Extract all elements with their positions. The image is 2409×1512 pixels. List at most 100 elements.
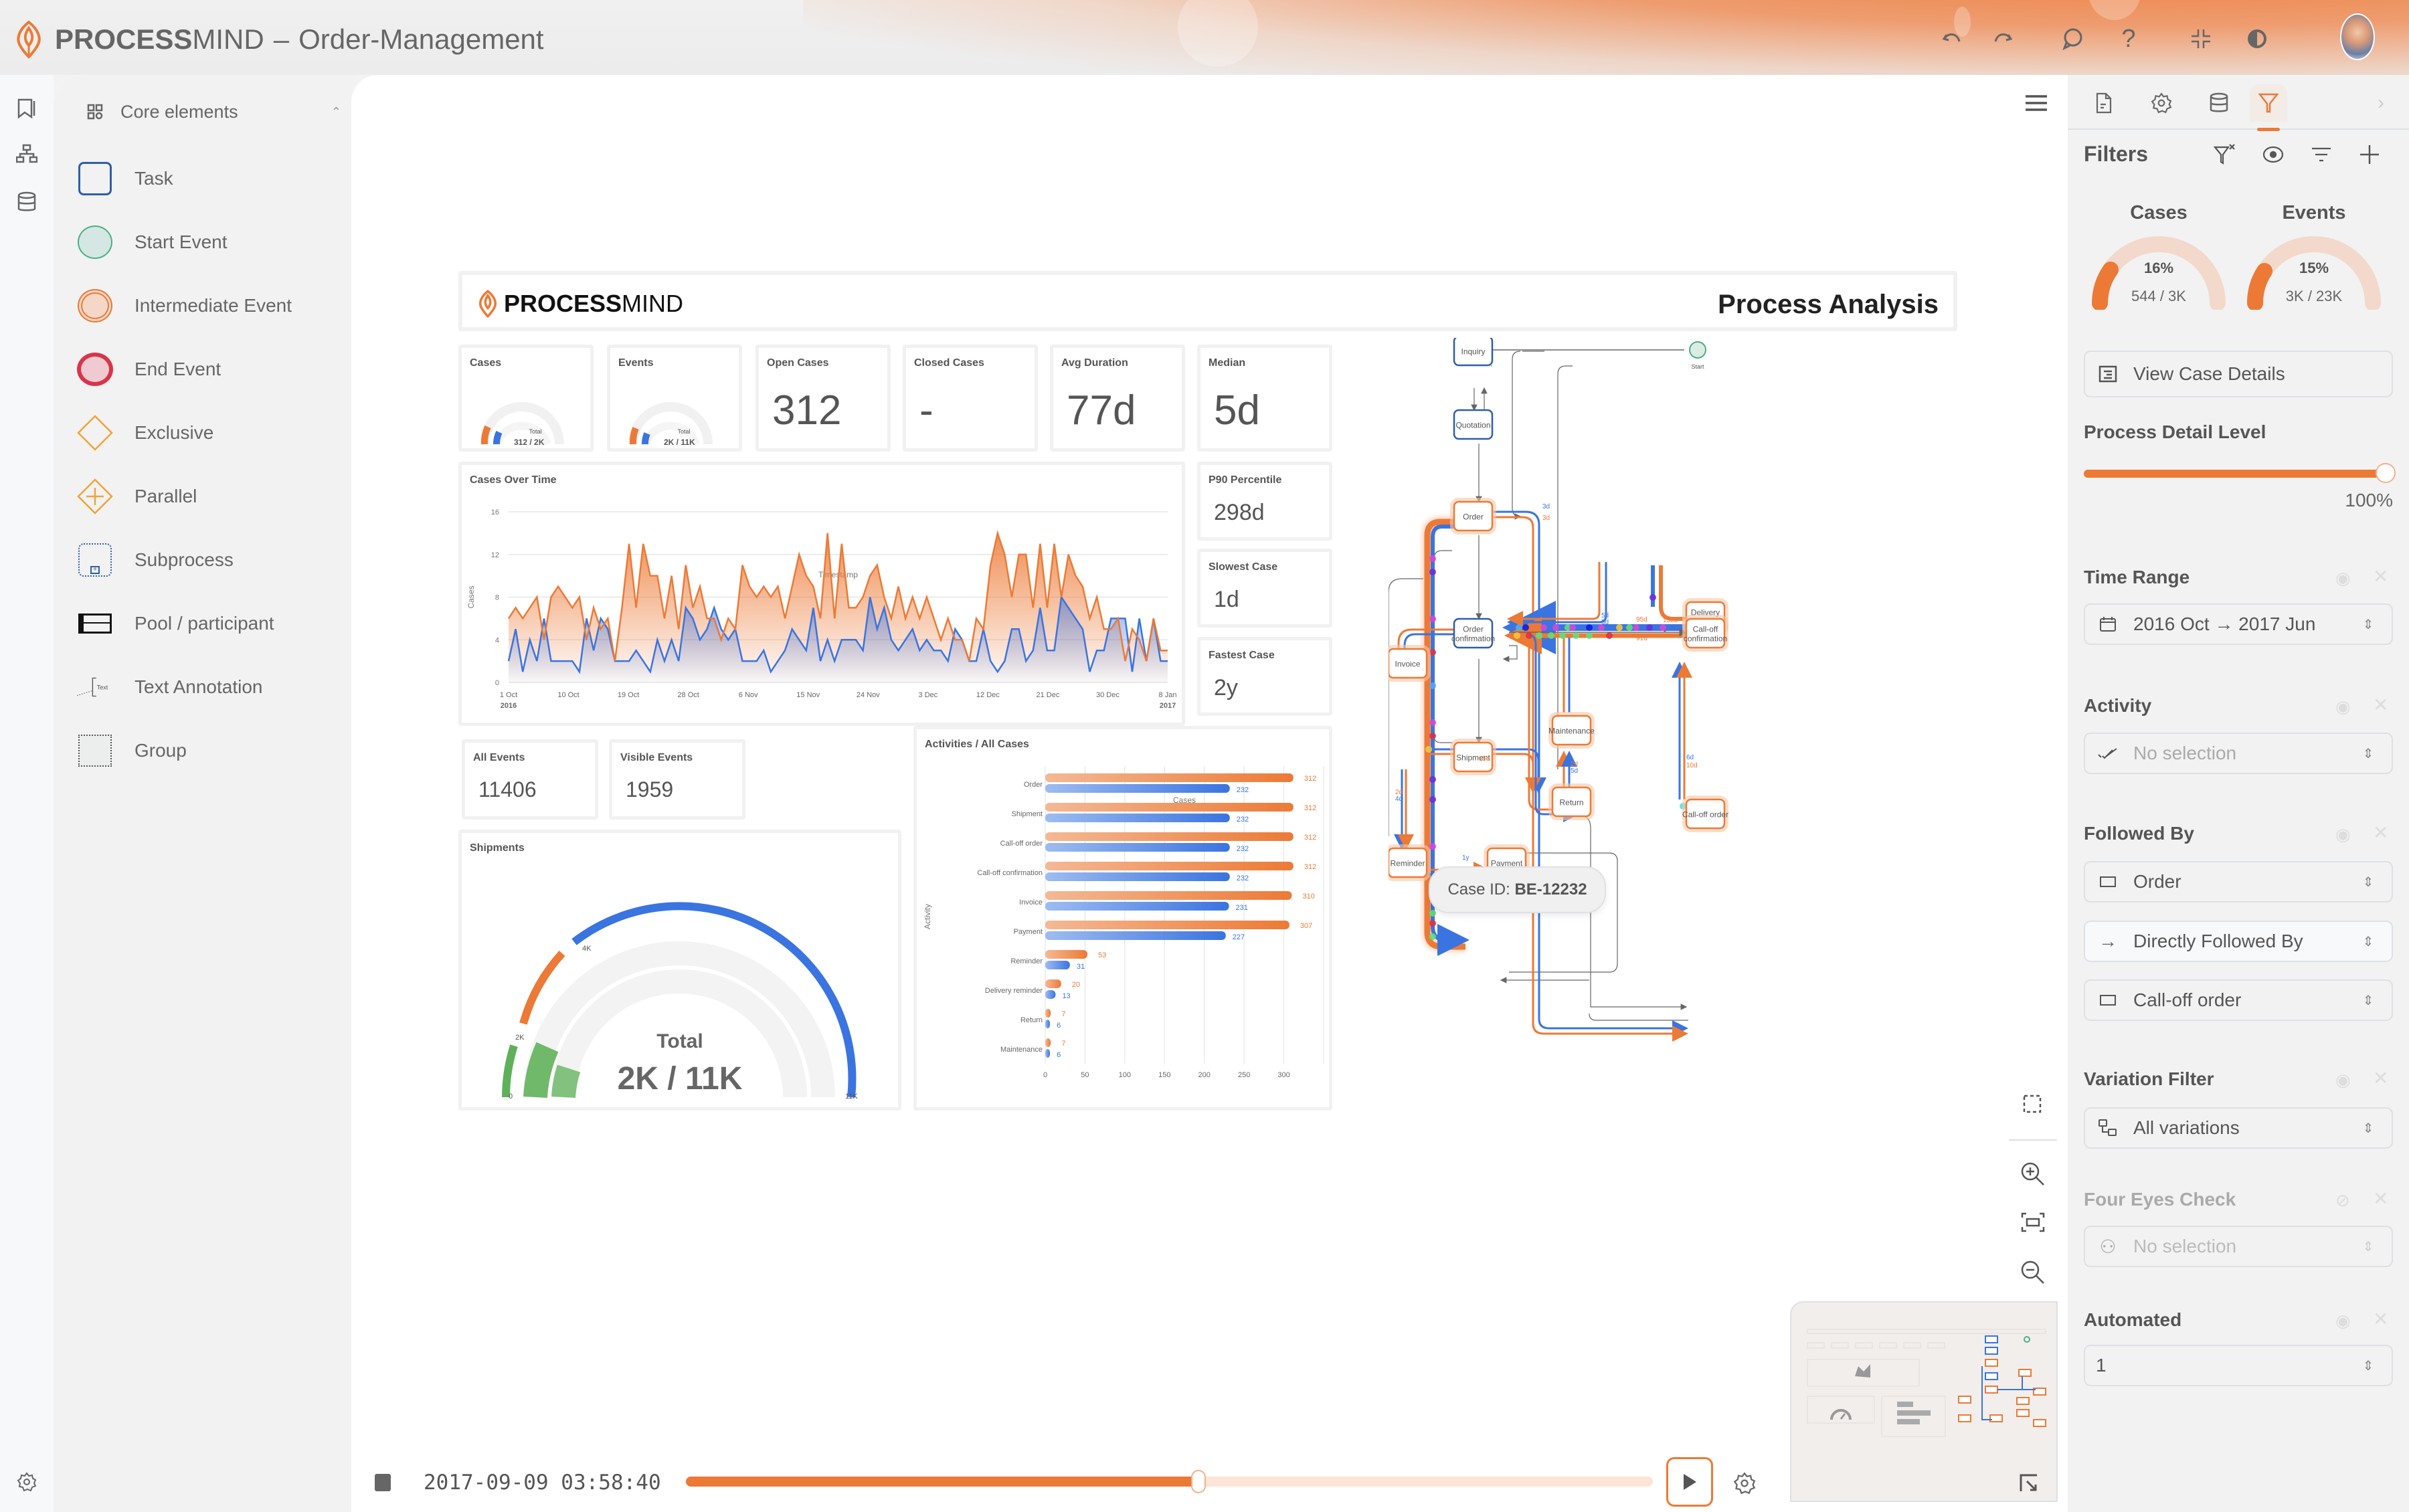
palette-item-text-annotation[interactable]: Text Text Annotation (77, 660, 345, 714)
gauge-percent: 15% (2299, 260, 2329, 276)
four-eyes-close-icon[interactable]: ✕ (2373, 1188, 2389, 1209)
fit-view-icon[interactable] (2021, 1212, 2045, 1236)
hierarchy-icon[interactable] (13, 140, 40, 167)
menu-icon[interactable] (2024, 92, 2048, 114)
activity-eye-icon[interactable]: ◉ (2335, 696, 2351, 717)
kpi-label: All Events (473, 752, 525, 763)
tab-document[interactable] (2085, 84, 2123, 122)
view-case-details-button[interactable]: View Case Details (2084, 351, 2393, 397)
svg-text:200: 200 (1198, 1071, 1211, 1079)
svg-text:2017: 2017 (1160, 702, 1176, 710)
tab-settings[interactable] (2143, 84, 2180, 122)
followed-by-relation-select[interactable]: → Directly Followed By ⇕ (2084, 921, 2393, 962)
palette-item-end-event[interactable]: End Event (77, 343, 345, 396)
lasso-select-icon[interactable] (2022, 1094, 2045, 1117)
svg-text:232: 232 (1237, 845, 1249, 853)
time-range-close-icon[interactable]: ✕ (2373, 566, 2389, 587)
minimap-collapse-icon[interactable] (2019, 1473, 2039, 1497)
subprocess-icon: + (78, 543, 112, 577)
palette-item-start-event[interactable]: Start Event (77, 215, 345, 269)
palette-item-subprocess[interactable]: + Subprocess (77, 533, 345, 587)
four-eyes-hidden-icon[interactable]: ⊘ (2335, 1190, 2350, 1210)
toggle-visibility-icon[interactable] (2262, 145, 2285, 168)
svg-text:312: 312 (1304, 863, 1316, 871)
undo-icon[interactable] (1937, 24, 1967, 54)
activity-title: Activity (2084, 695, 2152, 716)
playback-handle[interactable] (1191, 1470, 1206, 1493)
kpi-value: 11406 (478, 777, 537, 801)
logo-thin: MIND (622, 290, 684, 317)
add-filter-icon[interactable] (2358, 143, 2381, 169)
followed-by-to-value: Call-off order (2133, 989, 2242, 1010)
variation-close-icon[interactable]: ✕ (2373, 1068, 2389, 1089)
parallel-gateway-icon (77, 478, 113, 514)
svg-text:confirmation: confirmation (1451, 634, 1495, 644)
clear-filters-icon[interactable] (2213, 143, 2236, 169)
playback-settings-icon[interactable] (1733, 1472, 1756, 1498)
time-range-select[interactable]: 2016 Oct → 2017 Jun ⇕ (2084, 603, 2393, 645)
processmind-logo-icon (17, 20, 41, 59)
svg-text:Return: Return (1559, 798, 1583, 808)
palette-item-intermediate-event[interactable]: Intermediate Event (77, 279, 345, 333)
followed-by-eye-icon[interactable]: ◉ (2335, 824, 2351, 844)
settings-icon[interactable] (13, 1469, 40, 1495)
zoom-out-icon[interactable] (2020, 1259, 2046, 1289)
stop-button[interactable] (375, 1474, 391, 1491)
palette-category-select[interactable]: Core elements ⌃ (87, 95, 341, 128)
palette-item-task[interactable]: Task (77, 152, 345, 205)
svg-text:232: 232 (1237, 786, 1249, 794)
end-event-icon (77, 353, 113, 386)
automated-eye-icon[interactable]: ◉ (2335, 1311, 2351, 1331)
activity-close-icon[interactable]: ✕ (2373, 694, 2389, 715)
user-avatar[interactable] (2340, 13, 2375, 60)
redo-icon[interactable] (1988, 24, 2018, 54)
palette-item-pool[interactable]: Pool / participant (77, 597, 345, 650)
variation-eye-icon[interactable]: ◉ (2335, 1070, 2351, 1090)
automated-select[interactable]: 1 ⇕ (2084, 1345, 2393, 1386)
tab-filters[interactable] (2250, 84, 2287, 131)
palette-item-label: Text Annotation (135, 676, 263, 697)
tools-divider (2009, 1139, 2057, 1141)
bookmark-icon[interactable] (13, 95, 40, 122)
detail-level-label: Process Detail Level (2084, 421, 2266, 442)
sort-filters-icon[interactable] (2310, 145, 2333, 168)
help-icon[interactable]: ? (2121, 24, 2136, 53)
activity-select[interactable]: No selection ⇕ (2084, 733, 2393, 774)
followed-by-close-icon[interactable]: ✕ (2373, 822, 2389, 843)
variation-value: All variations (2133, 1117, 2240, 1138)
events-mini-gauge (628, 402, 713, 446)
arrow-right-icon: → (2099, 931, 2117, 951)
tooltip-case-id: BE-12232 (1514, 880, 1587, 899)
four-eyes-title: Four Eyes Check (2084, 1189, 2236, 1210)
dashboard-title: Process Analysis (1718, 290, 1939, 319)
kpi-all-events: All Events 11406 (462, 739, 598, 820)
kpi-fastest-case: Fastest Case 2y (1197, 637, 1332, 716)
minimap[interactable] (1790, 1301, 2058, 1502)
time-range-eye-icon[interactable]: ◉ (2335, 568, 2351, 588)
palette-item-exclusive[interactable]: Exclusive (77, 406, 345, 460)
contrast-icon[interactable] (2242, 24, 2272, 54)
svg-text:15 Nov: 15 Nov (796, 691, 820, 699)
detail-level-slider[interactable] (2084, 463, 2396, 483)
play-button[interactable] (1666, 1457, 1713, 1507)
database-icon[interactable] (13, 189, 40, 215)
detail-level-handle[interactable] (2376, 463, 2396, 483)
collapse-icon[interactable] (2186, 24, 2216, 54)
followed-by-from-select[interactable]: Order ⇕ (2084, 861, 2393, 903)
tab-data[interactable] (2200, 84, 2238, 122)
playback-track[interactable] (686, 1470, 1653, 1493)
automated-close-icon[interactable]: ✕ (2373, 1309, 2389, 1329)
comment-icon[interactable] (2058, 24, 2087, 54)
tabs-scroll-right-icon[interactable]: › (2378, 92, 2384, 114)
chevron-updown-icon: ⇕ (2362, 617, 2374, 632)
four-eyes-select[interactable]: ⚇ No selection ⇕ (2084, 1226, 2393, 1267)
svg-text:Order: Order (1024, 781, 1043, 789)
gauge-percent: 16% (2143, 260, 2174, 276)
palette-item-parallel[interactable]: Parallel (77, 470, 345, 523)
zoom-in-icon[interactable] (2020, 1161, 2046, 1191)
variation-select[interactable]: All variations ⇕ (2084, 1107, 2393, 1149)
followed-by-to-select[interactable]: Call-off order ⇕ (2084, 979, 2393, 1021)
process-map[interactable]: StartInquiryQuotationOrderOrderconfirmat… (1389, 338, 1957, 1111)
palette-item-group[interactable]: Group (77, 724, 345, 777)
right-panel: › Filters Cases 16% 544 / 3K Events 15% … (2068, 75, 2409, 1512)
